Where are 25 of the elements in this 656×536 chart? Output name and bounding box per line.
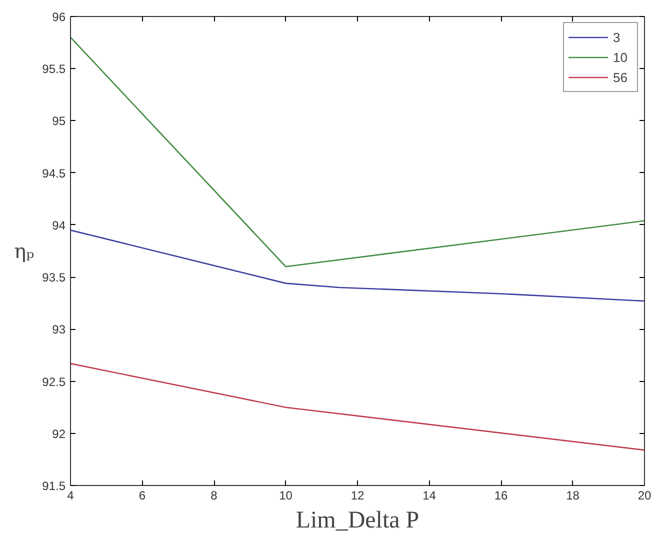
y-tick-label: 93 [52,322,66,337]
y-tick-label: 92.5 [42,374,66,389]
x-tick-label: 20 [638,488,652,502]
y-tick-label: 95 [52,114,66,128]
x-axis-title: Lim_Delta P [296,508,420,534]
x-tick-label: 6 [138,488,146,502]
x-tick-label: 16 [494,488,508,502]
y-tick-label: 91.5 [42,479,66,493]
x-tick-label: 18 [566,488,580,502]
x-tick-label: 12 [350,488,364,502]
legend-label: 56 [613,70,628,84]
x-tick-label: 10 [279,488,293,502]
y-tick-label: 92 [52,426,66,441]
x-tick-label: 8 [210,488,218,502]
y-tick-label: 93.5 [42,270,66,285]
y-tick-label: 96 [52,10,66,24]
y-axis-title: ηₚ [14,239,34,263]
legend-label: 3 [613,30,622,44]
x-tick-label: 14 [422,488,436,502]
y-tick-label: 95.5 [42,62,66,76]
y-tick-label: 94.5 [42,166,66,180]
y-tick-label: 94 [52,218,66,232]
x-tick-label: 4 [67,488,74,502]
line-series [70,230,644,302]
legend-label: 10 [613,50,628,64]
